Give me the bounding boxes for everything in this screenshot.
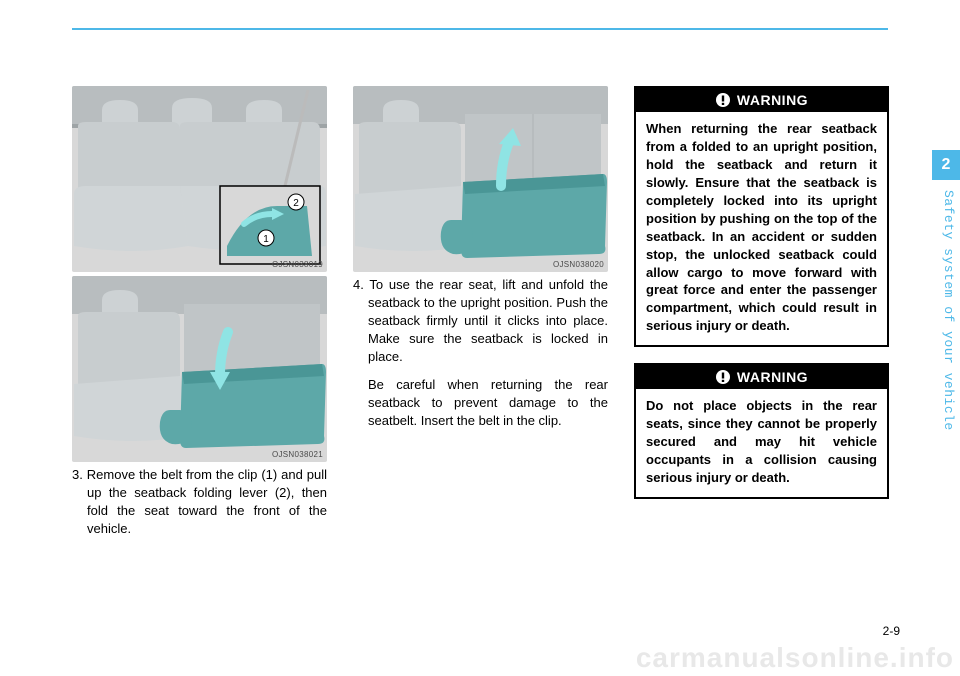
warning-label: WARNING <box>737 369 808 385</box>
figure-seat-folded: OJSN038021 <box>72 276 327 462</box>
column-2: OJSN038020 4. To use the rear seat, lift… <box>353 86 608 430</box>
figure-seat-clip: 2 1 OJSN038019 <box>72 86 327 272</box>
figure-code: OJSN038021 <box>272 450 323 459</box>
figure-code: OJSN038019 <box>272 260 323 269</box>
warning-icon <box>715 92 731 108</box>
watermark: carmanualsonline.info <box>636 642 954 674</box>
top-rule <box>72 28 888 30</box>
page-content: 2 1 OJSN038019 <box>72 86 888 646</box>
svg-text:2: 2 <box>293 198 299 209</box>
svg-text:1: 1 <box>263 234 269 245</box>
warning-header: WARNING <box>636 365 887 389</box>
step-4-cont-text: Be careful when returning the rear seatb… <box>353 376 608 430</box>
warning-1-text: When returning the rear seat­back from a… <box>636 112 887 345</box>
figure-seat-unfold: OJSN038020 <box>353 86 608 272</box>
page-number: 2-9 <box>883 624 900 638</box>
warning-label: WARNING <box>737 92 808 108</box>
warning-2-text: Do not place objects in the rear seats, … <box>636 389 887 497</box>
warning-box-2: WARNING Do not place objects in the rear… <box>634 363 889 499</box>
figure-code: OJSN038020 <box>553 260 604 269</box>
warning-icon <box>715 369 731 385</box>
chapter-tab: 2 <box>932 150 960 180</box>
chapter-label: Safety system of your vehicle <box>941 190 956 431</box>
warning-header: WARNING <box>636 88 887 112</box>
column-3: WARNING When returning the rear seat­bac… <box>634 86 889 515</box>
step-4-text: 4. To use the rear seat, lift and unfold… <box>353 276 608 366</box>
column-1: 2 1 OJSN038019 <box>72 86 327 538</box>
step-3-text: 3. Remove the belt from the clip (1) and… <box>72 466 327 538</box>
warning-box-1: WARNING When returning the rear seat­bac… <box>634 86 889 347</box>
